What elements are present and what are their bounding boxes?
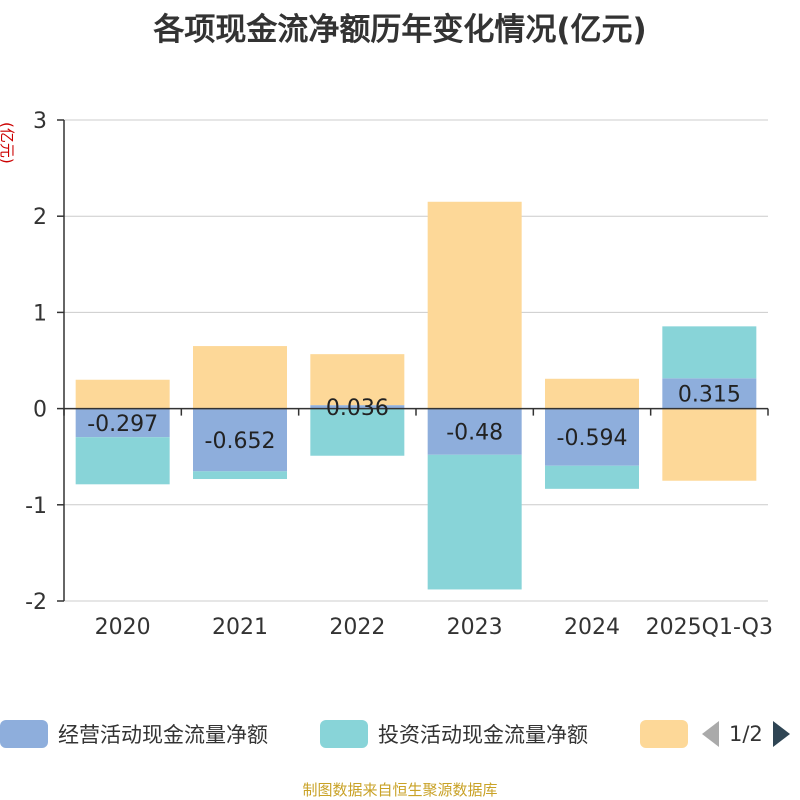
source-note: 制图数据来自恒生聚源数据库 — [302, 781, 498, 799]
pager-prev-icon[interactable] — [702, 721, 719, 747]
x-tick-label: 2022 — [329, 615, 385, 640]
y-tick-label: -2 — [25, 590, 47, 615]
data-label-operating: 0.315 — [678, 382, 741, 407]
x-tick-label: 2024 — [564, 615, 620, 640]
label-layer: -0.297 -0.652 0.036 -0.48 -0.594 0.315 — [87, 382, 741, 454]
legend-swatch-financing — [640, 720, 688, 748]
bar-operating-1[interactable] — [193, 408, 287, 472]
legend-label-operating: 经营活动现金流量净额 — [58, 723, 268, 747]
bar-operating-4[interactable] — [545, 408, 639, 466]
x-tick-label: 2020 — [95, 615, 151, 640]
bar-investing-1[interactable] — [193, 471, 287, 480]
bar-investing-3[interactable] — [427, 454, 522, 590]
y-tick-label: 3 — [33, 109, 47, 134]
bar-operating-2[interactable] — [310, 405, 405, 409]
bar-financing-2[interactable] — [310, 354, 405, 406]
y-tick-label: 0 — [33, 398, 47, 423]
y-axis-unit-label: (亿元) — [0, 122, 16, 164]
bar-investing-5[interactable] — [662, 326, 757, 379]
legend-item-investing[interactable]: 投资活动现金流量净额 — [320, 716, 588, 752]
bar-operating-3[interactable] — [427, 408, 522, 455]
x-tick-label: 2023 — [447, 615, 503, 640]
bar-investing-4[interactable] — [545, 465, 639, 489]
bar-financing-5[interactable] — [662, 408, 757, 481]
bar-financing-4[interactable] — [545, 378, 639, 409]
legend-item-financing[interactable] — [640, 716, 688, 752]
x-tick-label: 2025Q1-Q3 — [646, 615, 773, 640]
bar-financing-0[interactable] — [75, 379, 170, 409]
pager-text: 1/2 — [729, 722, 763, 746]
data-label-operating: -0.297 — [87, 412, 158, 437]
legend-label-investing: 投资活动现金流量净额 — [378, 723, 588, 747]
chart-title: 各项现金流净额历年变化情况(亿元) — [153, 12, 647, 48]
legend-swatch-operating — [0, 720, 48, 748]
bar-operating-0[interactable] — [75, 408, 170, 438]
data-label-operating: -0.48 — [446, 421, 503, 446]
bar-investing-2[interactable] — [310, 408, 405, 456]
x-tick-label: 2021 — [212, 615, 268, 640]
legend-pager: 1/2 — [702, 716, 790, 752]
data-label-operating: -0.652 — [205, 429, 276, 454]
axis-layer: 3 2 1 0 -1 -2 2020 2021 2022 2023 2024 2025Q1-Q3 — [25, 109, 773, 640]
y-tick-label: -1 — [25, 494, 47, 519]
legend: 经营活动现金流量净额 投资活动现金流量净额 1/2 — [0, 716, 800, 752]
bar-layer — [75, 201, 757, 590]
y-tick-label: 1 — [33, 301, 47, 326]
legend-swatch-investing — [320, 720, 368, 748]
bar-financing-3[interactable] — [427, 201, 522, 409]
bar-investing-0[interactable] — [75, 437, 170, 485]
bar-operating-5[interactable] — [662, 378, 757, 409]
data-label-operating: 0.036 — [326, 396, 389, 421]
legend-item-operating[interactable]: 经营活动现金流量净额 — [0, 716, 268, 752]
bar-financing-1[interactable] — [193, 346, 287, 409]
y-tick-label: 2 — [33, 205, 47, 230]
data-label-operating: -0.594 — [557, 426, 628, 451]
pager-next-icon[interactable] — [772, 721, 790, 747]
